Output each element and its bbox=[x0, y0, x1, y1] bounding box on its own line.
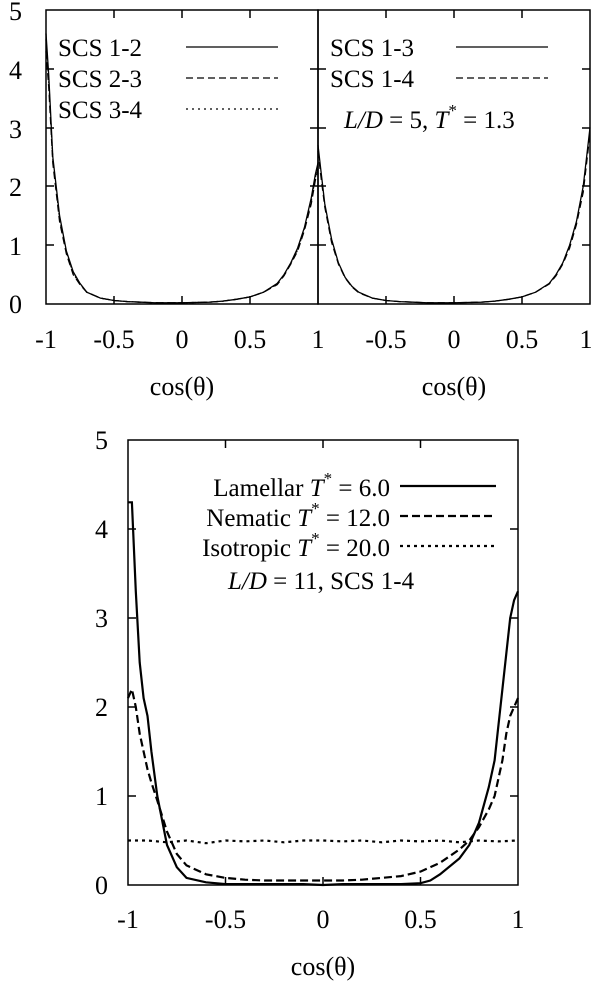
x-tick-label: 1 bbox=[580, 325, 593, 354]
series-line-lamellar bbox=[128, 501, 520, 887]
y-tick-label: 4 bbox=[9, 56, 22, 85]
series-group bbox=[126, 501, 520, 887]
y-tick-label: 5 bbox=[95, 426, 108, 455]
legend-name: Nematic bbox=[206, 505, 291, 532]
y-tick-label: 2 bbox=[9, 173, 22, 202]
series-group bbox=[45, 33, 319, 304]
legend-label-scs-1-4: SCS 1-4 bbox=[330, 66, 415, 93]
x-tick-labels: 1 -0.5 0 0.5 1 bbox=[312, 325, 593, 354]
legend-T: T bbox=[297, 535, 313, 562]
x-tick-labels: -1 -0.5 0 0.5 1 bbox=[117, 905, 524, 934]
annotation-top-right: L/D = 5, T* = 1.3 bbox=[343, 101, 515, 134]
annotation-text: = 11, SCS 1-4 bbox=[267, 568, 415, 595]
x-tick-label: 0.5 bbox=[506, 325, 539, 354]
legend-name: Lamellar bbox=[213, 475, 304, 502]
legend-T: T bbox=[297, 505, 313, 532]
legend-label-scs-1-3: SCS 1-3 bbox=[330, 35, 414, 62]
series-group bbox=[317, 127, 591, 304]
annotation-bottom: L/D = 11, SCS 1-4 bbox=[227, 568, 415, 595]
legend-label-scs-2-3: SCS 2-3 bbox=[58, 66, 142, 93]
legend: SCS 1-2 SCS 2-3 SCS 3-4 bbox=[58, 35, 278, 124]
y-tick-labels: 0 1 2 3 4 5 bbox=[95, 426, 108, 900]
legend-label-lamellar: Lamellar T* = 6.0 bbox=[213, 469, 390, 502]
x-tick-label: 0.5 bbox=[404, 905, 437, 934]
x-tick-label: -0.5 bbox=[93, 325, 134, 354]
legend-label-scs-1-2: SCS 1-2 bbox=[58, 35, 142, 62]
x-tick-label: 0 bbox=[317, 905, 330, 934]
series-line-scs-1-4 bbox=[317, 133, 591, 304]
legend: SCS 1-3 SCS 1-4 bbox=[330, 35, 548, 93]
x-tick-label: 0.5 bbox=[234, 325, 267, 354]
legend-value: = 6.0 bbox=[332, 475, 390, 502]
panel-top-right: 1 -0.5 0 0.5 1 cos(θ) SCS 1-3 SCS 1-4 L/… bbox=[312, 9, 593, 401]
series-line-scs-1-3 bbox=[317, 127, 591, 304]
y-ticks bbox=[318, 68, 590, 246]
y-tick-label: 2 bbox=[95, 693, 108, 722]
y-tick-label: 4 bbox=[95, 515, 108, 544]
annotation-text: = 1.3 bbox=[457, 107, 515, 134]
annotation-italic: L/D bbox=[343, 107, 383, 134]
series-line-nematic bbox=[126, 685, 520, 882]
x-tick-label: -0.5 bbox=[365, 325, 406, 354]
legend-value: = 20.0 bbox=[320, 535, 390, 562]
x-tick-label: 1 bbox=[312, 325, 325, 354]
x-axis-label: cos(θ) bbox=[150, 372, 214, 401]
y-tick-label: 0 bbox=[95, 871, 108, 900]
y-tick-label: 1 bbox=[9, 232, 22, 261]
y-tick-label: 5 bbox=[9, 0, 22, 26]
x-tick-label: -1 bbox=[35, 325, 57, 354]
y-tick-label: 3 bbox=[9, 115, 22, 144]
x-tick-label: -0.5 bbox=[205, 905, 246, 934]
legend-label-scs-3-4: SCS 3-4 bbox=[58, 97, 143, 124]
y-ticks bbox=[46, 68, 318, 246]
annotation-italic: L/D bbox=[227, 568, 267, 595]
legend-superscript: * bbox=[311, 499, 320, 518]
annotation-italic: T bbox=[435, 107, 451, 134]
series-line-isotropic bbox=[128, 839, 519, 845]
y-tick-label: 1 bbox=[95, 782, 108, 811]
legend-label-nematic: Nematic T* = 12.0 bbox=[206, 499, 390, 532]
x-tick-label: 0 bbox=[448, 325, 461, 354]
legend-value: = 12.0 bbox=[320, 505, 390, 532]
x-tick-label: -1 bbox=[117, 905, 139, 934]
annotation-text: = 5, bbox=[383, 107, 435, 134]
x-tick-label: 1 bbox=[512, 905, 525, 934]
y-tick-label: 0 bbox=[9, 290, 22, 319]
x-tick-label: 0 bbox=[176, 325, 189, 354]
legend-superscript: * bbox=[311, 529, 320, 548]
panel-top-left: -1 -0.5 0 0.5 0 1 2 3 4 5 cos(θ) SCS 1-2… bbox=[9, 0, 319, 401]
legend: Lamellar T* = 6.0 Nematic T* = 12.0 Isot… bbox=[202, 469, 496, 562]
panel-bottom: -1 -0.5 0 0.5 1 0 1 2 3 4 5 cos(θ) Lamel… bbox=[95, 426, 525, 981]
legend-name: Isotropic bbox=[202, 535, 291, 562]
x-axis-label: cos(θ) bbox=[291, 952, 355, 981]
y-tick-label: 3 bbox=[95, 604, 108, 633]
y-ticks bbox=[128, 528, 518, 797]
legend-label-isotropic: Isotropic T* = 20.0 bbox=[202, 529, 390, 562]
x-tick-labels: -1 -0.5 0 0.5 bbox=[35, 325, 266, 354]
legend-T: T bbox=[310, 475, 326, 502]
y-tick-labels: 0 1 2 3 4 5 bbox=[9, 0, 22, 319]
legend-superscript: * bbox=[324, 469, 333, 488]
annotation-superscript: * bbox=[448, 101, 457, 120]
x-axis-label: cos(θ) bbox=[422, 372, 486, 401]
